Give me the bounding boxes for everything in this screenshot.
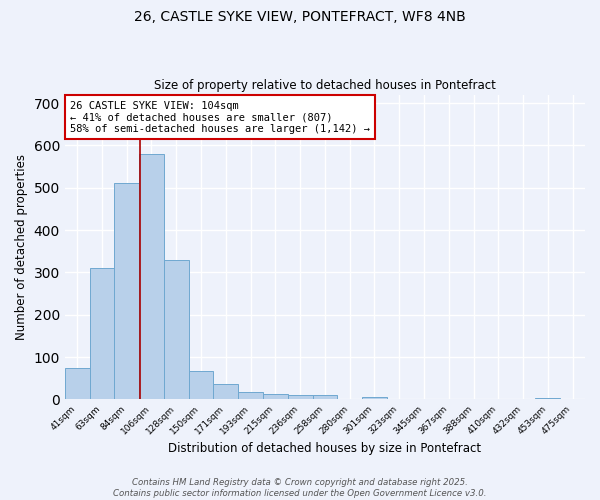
Text: Contains HM Land Registry data © Crown copyright and database right 2025.
Contai: Contains HM Land Registry data © Crown c… [113,478,487,498]
X-axis label: Distribution of detached houses by size in Pontefract: Distribution of detached houses by size … [169,442,481,455]
Bar [313,396,337,400]
Bar [362,397,387,400]
Bar [214,384,238,400]
Bar [263,394,288,400]
Bar [89,268,115,400]
Bar [139,154,164,400]
Text: 26, CASTLE SYKE VIEW, PONTEFRACT, WF8 4NB: 26, CASTLE SYKE VIEW, PONTEFRACT, WF8 4N… [134,10,466,24]
Bar [164,260,188,400]
Bar [238,392,263,400]
Text: 26 CASTLE SYKE VIEW: 104sqm
← 41% of detached houses are smaller (807)
58% of se: 26 CASTLE SYKE VIEW: 104sqm ← 41% of det… [70,100,370,134]
Bar [115,184,139,400]
Bar [65,368,89,400]
Y-axis label: Number of detached properties: Number of detached properties [15,154,28,340]
Bar [535,398,560,400]
Title: Size of property relative to detached houses in Pontefract: Size of property relative to detached ho… [154,79,496,92]
Bar [188,370,214,400]
Bar [288,396,313,400]
